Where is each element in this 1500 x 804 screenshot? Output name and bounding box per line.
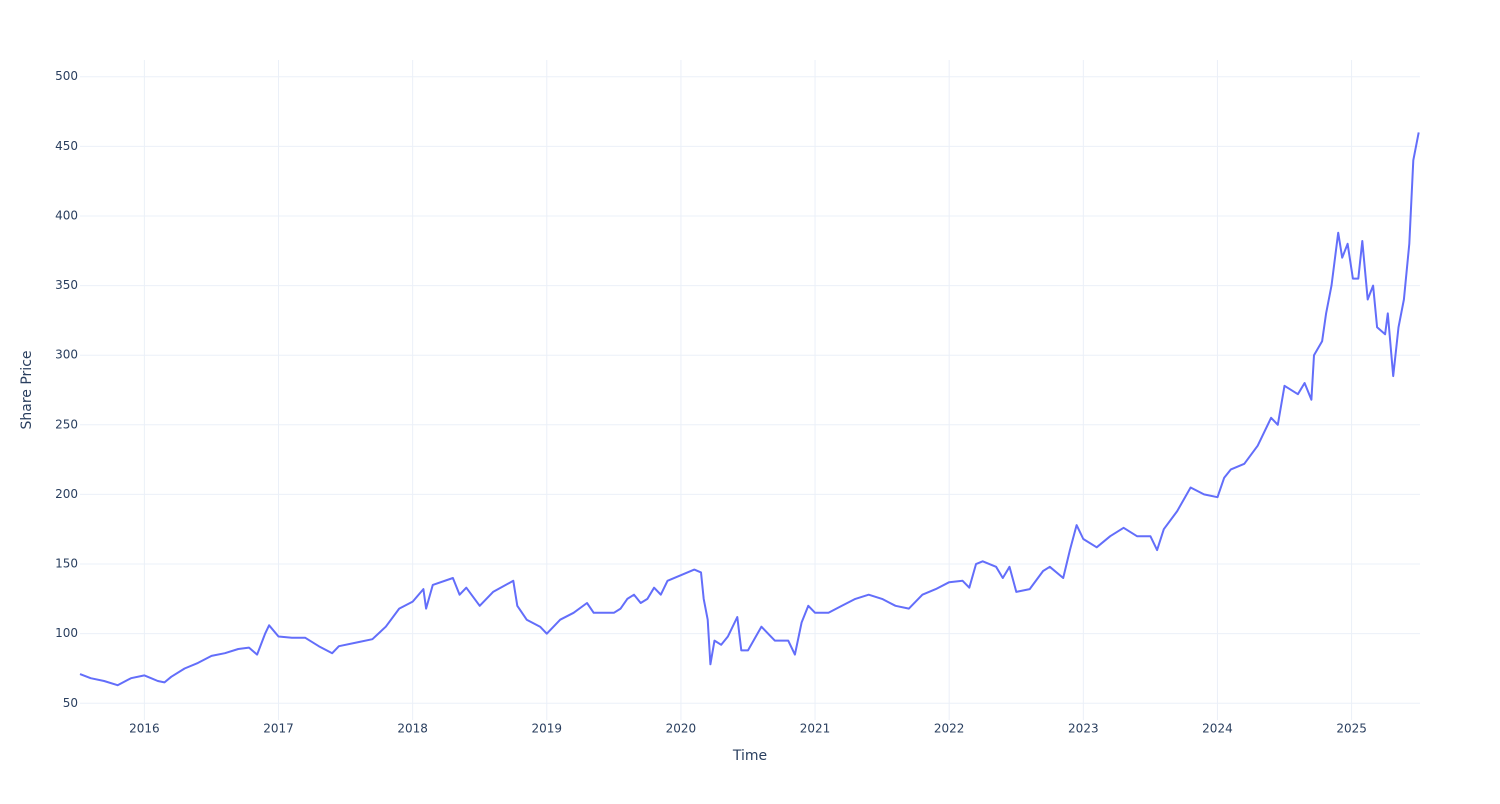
x-tick-label: 2017 (263, 722, 294, 736)
x-tick-label: 2024 (1202, 722, 1233, 736)
price-line (79, 132, 1420, 687)
x-tick-label: 2022 (934, 722, 965, 736)
x-tick-label: 2020 (666, 722, 697, 736)
x-tick-label: 2023 (1068, 722, 1099, 736)
y-tick-label: 150 (55, 557, 78, 571)
y-tick-label: 450 (55, 139, 78, 153)
y-axis-title: Share Price (19, 350, 35, 429)
x-axis-title: Time (732, 748, 767, 764)
y-tick-label: 100 (55, 626, 78, 640)
y-tick-label: 500 (55, 69, 78, 83)
y-tick-label: 250 (55, 417, 78, 431)
y-tick-label: 400 (55, 208, 78, 222)
x-tick-label: 2018 (397, 722, 428, 736)
x-tick-label: 2016 (129, 722, 160, 736)
y-tick-label: 300 (55, 348, 78, 362)
x-tick-label: 2021 (800, 722, 831, 736)
y-tick-label: 350 (55, 278, 78, 292)
x-tick-label: 2019 (532, 722, 563, 736)
y-tick-label: 50 (63, 696, 78, 710)
x-tick-label: 2025 (1336, 722, 1367, 736)
y-tick-label: 200 (55, 487, 78, 501)
